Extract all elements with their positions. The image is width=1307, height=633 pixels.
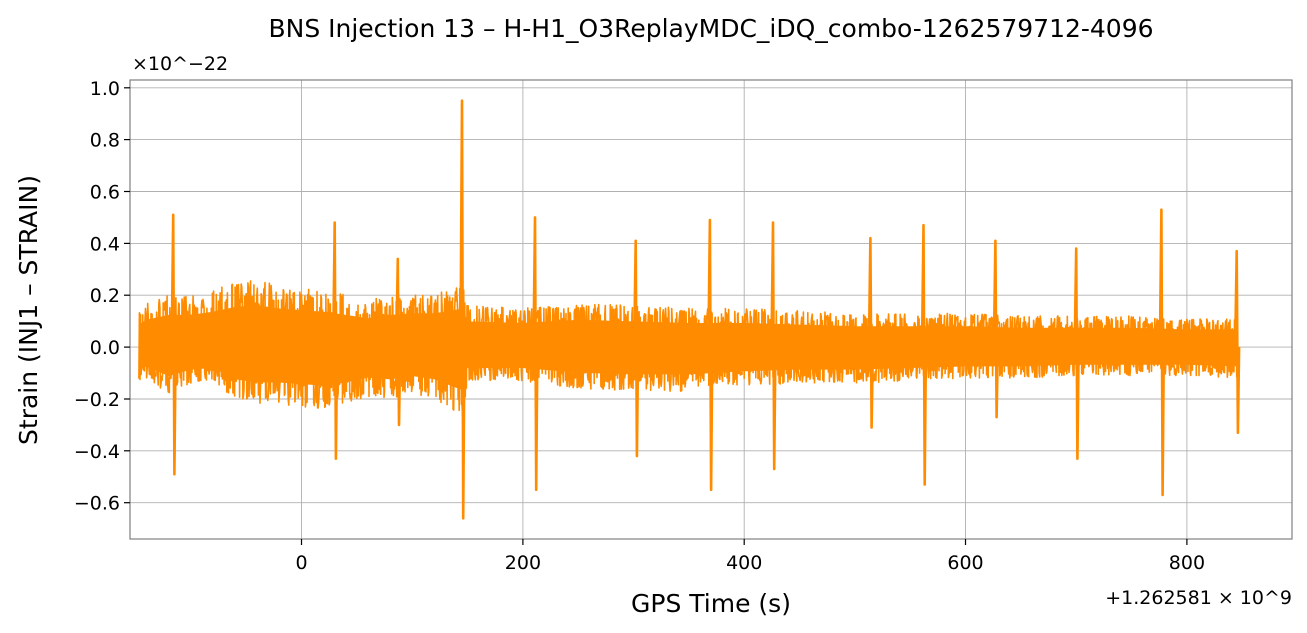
series-layer bbox=[138, 99, 1241, 520]
y-tick-label: −0.6 bbox=[74, 493, 120, 515]
glitch-spike bbox=[707, 218, 714, 491]
glitch-spike bbox=[532, 216, 539, 491]
strain-trace bbox=[138, 280, 1239, 417]
glitch-spike bbox=[1158, 208, 1166, 497]
x-tick-label: 200 bbox=[505, 552, 541, 574]
y-tick-label: 0.2 bbox=[90, 285, 120, 307]
glitch-spike bbox=[632, 239, 640, 458]
y-axis-label: Strain (INJ1 – STRAIN) bbox=[14, 175, 43, 445]
glitch-spike bbox=[1073, 247, 1080, 460]
plot-frame bbox=[129, 79, 1293, 540]
glitch-spike bbox=[170, 213, 177, 476]
x-tick-label: 600 bbox=[947, 552, 983, 574]
glitch-spike bbox=[331, 221, 339, 460]
glitch-spike bbox=[770, 221, 777, 471]
glitch-spike bbox=[1233, 249, 1241, 434]
x-tick-label: 0 bbox=[295, 552, 307, 574]
x-tick-label: 400 bbox=[726, 552, 762, 574]
y-tick-label: −0.2 bbox=[74, 389, 120, 411]
y-tick-label: 0.4 bbox=[90, 233, 120, 255]
y-tick-label: 0.0 bbox=[90, 337, 120, 359]
glitch-spike bbox=[992, 239, 1000, 419]
x-offset-label: +1.262581 × 10^9 bbox=[1105, 587, 1292, 609]
x-axis-label: GPS Time (s) bbox=[631, 589, 791, 618]
y-tick-label: −0.4 bbox=[74, 441, 120, 463]
y-scale-label: ×10^−22 bbox=[132, 53, 228, 75]
glitch-spike bbox=[867, 236, 875, 429]
y-tick-label: 1.0 bbox=[90, 78, 120, 100]
grid bbox=[130, 80, 1292, 539]
chart-title: BNS Injection 13 – H-H1_O3ReplayMDC_iDQ_… bbox=[268, 14, 1153, 43]
x-tick-label: 800 bbox=[1169, 552, 1205, 574]
glitch-spike bbox=[920, 223, 928, 486]
glitch-spike bbox=[395, 257, 402, 427]
y-tick-label: 0.8 bbox=[90, 130, 120, 152]
ticks: 0 200 400 600 800 −0.6 −0.4 −0.2 0.0 0.2 0.4 0.6 0.8… bbox=[74, 78, 1205, 574]
glitch-spike bbox=[459, 99, 466, 520]
y-tick-label: 0.6 bbox=[90, 182, 120, 204]
